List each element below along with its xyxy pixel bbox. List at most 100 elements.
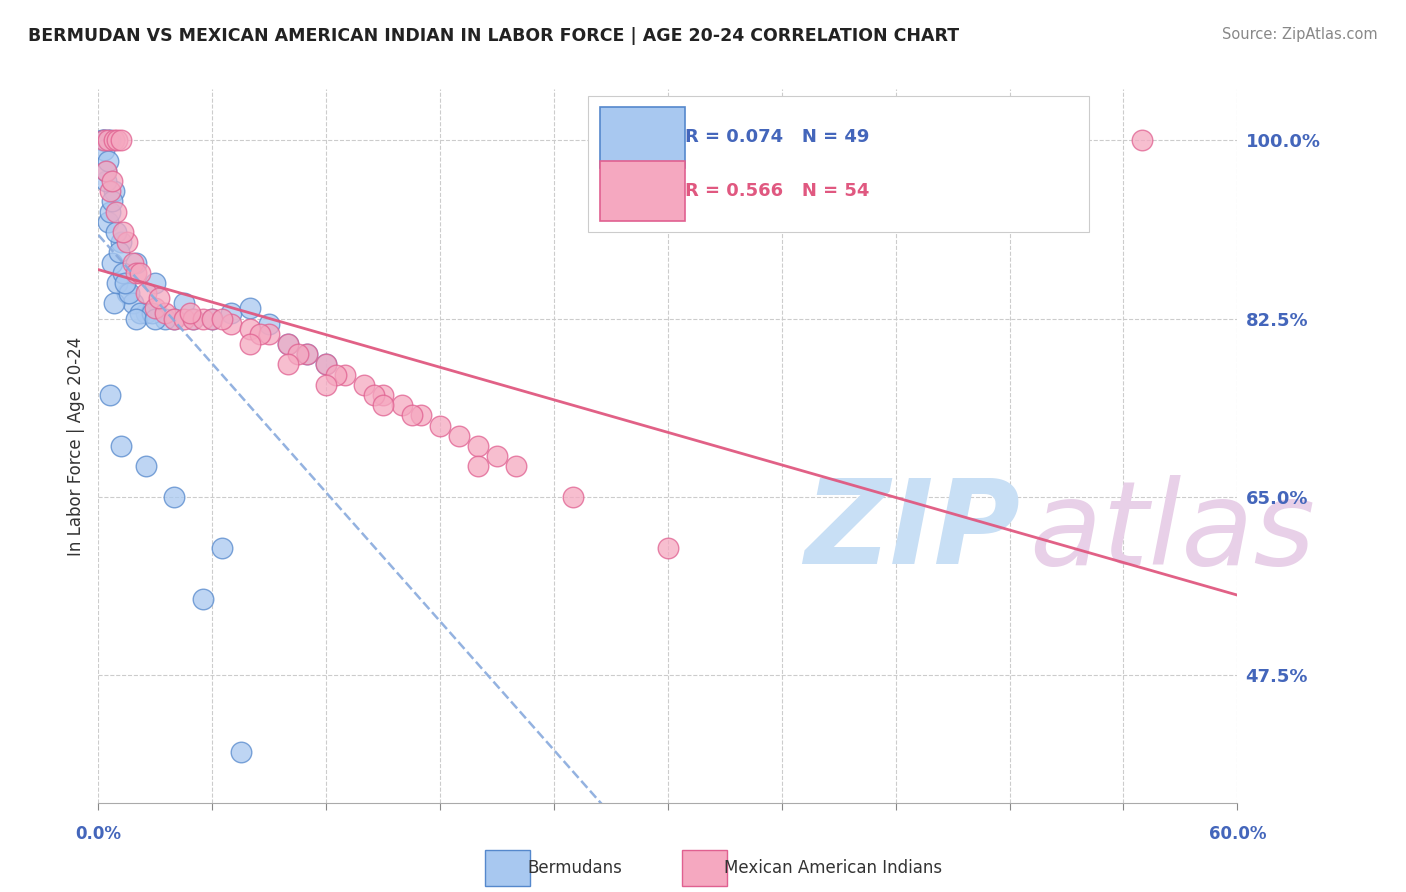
Point (259, 326, 281, 341)
Point (125, 311, 148, 326)
Point (391, 398, 413, 412)
Point (118, 286, 141, 301)
Text: 0.0%: 0.0% (76, 825, 121, 843)
Point (277, 358, 299, 372)
Point (107, 133, 129, 147)
Point (173, 311, 195, 326)
Text: Source: ZipAtlas.com: Source: ZipAtlas.com (1222, 27, 1378, 42)
Point (297, 347, 319, 361)
Point (467, 459, 489, 474)
Point (110, 439, 132, 453)
Point (201, 311, 224, 326)
Point (173, 296, 195, 310)
Point (239, 301, 262, 316)
Point (94, 163, 117, 178)
Point (110, 235, 132, 249)
Point (93, 133, 115, 147)
Point (135, 459, 157, 474)
Point (103, 296, 125, 310)
Point (112, 266, 135, 280)
Point (93, 144, 115, 158)
Point (100, 194, 122, 209)
Point (93, 133, 115, 147)
Point (98, 388, 121, 402)
Point (429, 418, 451, 433)
Point (562, 490, 585, 504)
Point (115, 286, 138, 301)
Point (115, 235, 138, 249)
Point (98, 204, 121, 219)
Point (287, 347, 309, 361)
Point (94, 163, 117, 178)
Point (94, 174, 117, 188)
Point (163, 311, 186, 326)
FancyBboxPatch shape (588, 96, 1090, 232)
Point (353, 377, 375, 392)
Point (100, 255, 122, 269)
Point (125, 266, 148, 280)
Point (100, 174, 122, 188)
Point (179, 306, 201, 320)
Point (103, 133, 125, 147)
Point (325, 368, 347, 382)
Point (97, 153, 120, 168)
Text: Bermudans: Bermudans (527, 859, 621, 877)
Text: Mexican American Indians: Mexican American Indians (724, 859, 942, 877)
Text: 60.0%: 60.0% (1209, 825, 1265, 843)
FancyBboxPatch shape (599, 161, 685, 221)
Point (153, 306, 176, 320)
Text: atlas: atlas (804, 475, 1315, 589)
Point (141, 306, 163, 320)
Point (467, 439, 489, 453)
Point (239, 322, 262, 336)
Point (97, 133, 120, 147)
Point (211, 541, 233, 555)
Point (97, 133, 120, 147)
Point (98, 133, 121, 147)
Point (183, 311, 205, 326)
Point (221, 317, 243, 331)
Point (183, 311, 205, 326)
Point (249, 326, 271, 341)
Point (98, 184, 121, 198)
Point (163, 490, 186, 504)
Text: R = 0.074   N = 49: R = 0.074 N = 49 (685, 128, 869, 146)
Point (145, 301, 167, 316)
Point (191, 591, 214, 606)
Point (110, 133, 132, 147)
Point (259, 317, 281, 331)
Point (411, 409, 433, 423)
Point (277, 337, 299, 351)
Point (104, 204, 127, 219)
Point (447, 429, 470, 443)
Point (1132, 133, 1154, 147)
Point (129, 266, 152, 280)
Point (229, 745, 252, 759)
Point (335, 368, 357, 382)
Point (121, 255, 143, 269)
Point (297, 347, 319, 361)
Point (135, 286, 157, 301)
Point (108, 245, 131, 260)
Point (371, 388, 394, 402)
Point (148, 291, 170, 305)
Point (104, 225, 127, 239)
Point (221, 306, 243, 320)
Point (163, 311, 186, 326)
Point (371, 398, 394, 412)
Point (315, 358, 337, 372)
Point (107, 276, 129, 290)
Point (315, 377, 337, 392)
Point (97, 215, 120, 229)
Text: R = 0.566   N = 54: R = 0.566 N = 54 (685, 182, 869, 200)
Point (135, 306, 157, 320)
Point (191, 311, 214, 326)
Point (103, 184, 125, 198)
Point (239, 337, 262, 351)
Point (211, 311, 233, 326)
Point (277, 337, 299, 351)
Point (145, 311, 167, 326)
Text: BERMUDAN VS MEXICAN AMERICAN INDIAN IN LABOR FORCE | AGE 20-24 CORRELATION CHART: BERMUDAN VS MEXICAN AMERICAN INDIAN IN L… (28, 27, 959, 45)
Point (486, 449, 509, 463)
Point (401, 409, 423, 423)
